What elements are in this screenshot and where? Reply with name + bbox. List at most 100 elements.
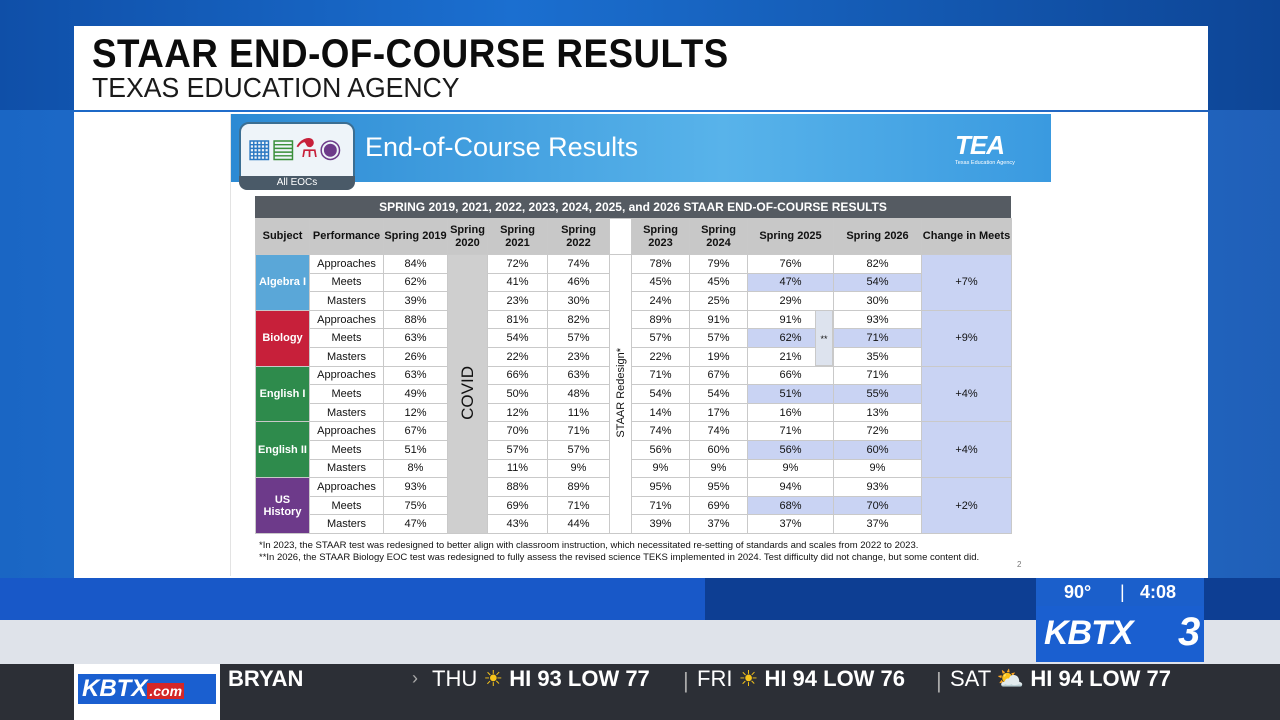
value-2025: 29% (747, 291, 834, 311)
performance-cell: Approaches (309, 421, 384, 441)
value-2021: 72% (487, 254, 548, 274)
forecast-hilo: HI 93 LOW 77 (509, 666, 650, 691)
value-2025: 71% (747, 421, 834, 441)
value-2026: 9% (833, 458, 922, 479)
value-2026: 71% (833, 365, 922, 386)
subject-cell: Biology (255, 309, 310, 367)
covid-column: COVID (447, 254, 488, 534)
header-2022: Spring 2022 (547, 218, 610, 255)
table-row: US History Approaches 93% 88% 89% 95% 95% 94% 93… (255, 477, 1012, 534)
value-2022: 57% (547, 328, 610, 348)
current-temperature: 90° (1064, 582, 1092, 602)
value-2026: 71% (833, 328, 922, 348)
value-2025: 56% (747, 439, 834, 460)
value-2024: 67% (689, 365, 748, 386)
value-2022: 46% (547, 272, 610, 293)
table-body: Algebra I Approaches 84% COVID 72% 74% STAAR R… (255, 254, 1012, 534)
forecast-day: FRI (697, 666, 733, 691)
redesign-column: STAAR Redesign* (609, 254, 632, 534)
value-2024: 19% (689, 346, 748, 367)
value-2019: 12% (383, 402, 448, 423)
value-2026: 54% (833, 272, 922, 293)
value-2026: 93% (833, 477, 922, 497)
header-2024: Spring 2024 (689, 218, 748, 255)
table-row: Biology Approaches 88% 81% 82% 89% 91% 91% 93% +9… (255, 309, 1012, 367)
value-2022: 11% (547, 402, 610, 423)
value-2026: 93% (833, 309, 922, 330)
table-row: English I Approaches 63% 66% 63% 71% 67% 66% 71%… (255, 365, 1012, 423)
value-2023: 9% (631, 458, 690, 479)
table-row: Meets 63% 54% 57% 57% 57% 62% ** 71% (256, 310, 1012, 367)
header-performance: Performance (309, 218, 384, 255)
table-row: Meets 62% 41% 46% 45% 45% 47% 54% (256, 272, 1012, 293)
value-2019: 88% (383, 309, 448, 330)
value-2026: 70% (833, 495, 922, 516)
value-2022: 30% (547, 291, 610, 311)
station-logo-number: 3 (1178, 610, 1201, 654)
value-2023: 22% (631, 346, 690, 367)
table-row: Masters 47% 43% 44% 39% 37% 37% 37% (256, 514, 1012, 534)
sun-icon: ☀ (738, 666, 759, 691)
header-2025: Spring 2025 (747, 218, 834, 255)
value-2023: 24% (631, 291, 690, 311)
value-2022: 82% (547, 309, 610, 330)
value-2026: 60% (833, 439, 922, 460)
value-2025: 21% (747, 346, 834, 367)
value-2019: 75% (383, 495, 448, 516)
results-table-wrap: SPRING 2019, 2021, 2022, 2023, 2024, 202… (255, 196, 1012, 534)
station-logo: KBTX 3 (1036, 606, 1204, 662)
icon-card-label: All EOCs (239, 176, 355, 190)
header-panel (74, 26, 1208, 110)
slide: ▦▤⚗◉ All EOCs End-of-Course Results TEA … (230, 114, 1052, 576)
calculator-icon: ▦ (247, 133, 274, 163)
value-2025: 94% (747, 477, 834, 497)
table-row: Algebra I Approaches 84% COVID 72% 74% STAAR R… (255, 254, 1012, 534)
value-2021: 81% (487, 309, 548, 330)
tea-logo-subtitle: Texas Education Agency (955, 160, 1015, 166)
value-2023: 95% (631, 477, 690, 497)
value-2025: 76% (747, 254, 834, 274)
value-2021: 70% (487, 421, 548, 441)
value-2021: 11% (487, 458, 548, 479)
table-header-row: Subject Performance Spring 2019 Spring 2… (255, 218, 1012, 255)
station-logo-text: KBTX (1044, 614, 1134, 652)
value-2023: 71% (631, 365, 690, 386)
ticker-logo-panel: KBTX .com (74, 664, 220, 720)
header-2023: Spring 2023 (631, 218, 690, 255)
forecast-thu: THU ☀ HI 93 LOW 77 (432, 666, 650, 692)
value-2019: 93% (383, 477, 448, 497)
table-row: Masters 8% 11% 9% 9% 9% 9% 9% (256, 458, 1012, 479)
header-subject: Subject (255, 218, 310, 255)
value-2021: 41% (487, 272, 548, 293)
subject-cell: US History (255, 477, 310, 534)
table-row: English II Approaches 67% 70% 71% 74% 74% 71% 72… (255, 421, 1012, 479)
forecast-sat: SAT ⛅ HI 94 LOW 77 (950, 666, 1171, 692)
performance-cell: Meets (309, 272, 384, 293)
value-2024: 17% (689, 402, 748, 423)
ticker-logo: KBTX .com (78, 674, 216, 704)
forecast-hilo: HI 94 LOW 76 (764, 666, 906, 691)
value-2023: 71% (631, 495, 690, 516)
performance-cell: Meets (309, 495, 384, 516)
footnote-2: **In 2026, the STAAR Biology EOC test wa… (259, 552, 980, 563)
subject-cell: English II (255, 421, 310, 479)
value-2019: 26% (383, 346, 448, 367)
ticker-city: BRYAN (228, 666, 304, 691)
value-2025: 68% (747, 495, 834, 516)
chevron-right-icon: › (412, 668, 418, 688)
value-2026: 30% (833, 291, 922, 311)
value-2023: 89% (631, 309, 690, 330)
subject-cell: English I (255, 365, 310, 423)
value-2019: 39% (383, 291, 448, 311)
footnotes: *In 2023, the STAAR test was redesigned … (259, 540, 1039, 564)
current-time: 4:08 (1140, 582, 1177, 602)
table-row: Meets 75% 69% 71% 71% 69% 68% 70% (256, 495, 1012, 516)
page-title: STAAR END-OF-COURSE RESULTS (92, 32, 729, 76)
value-2024: 25% (689, 291, 748, 311)
value-2019: 67% (383, 421, 448, 441)
performance-cell: Approaches (309, 365, 384, 386)
value-2021: 54% (487, 328, 548, 348)
value-2022: 71% (547, 495, 610, 516)
performance-cell: Approaches (309, 309, 384, 330)
value-2023: 54% (631, 384, 690, 404)
